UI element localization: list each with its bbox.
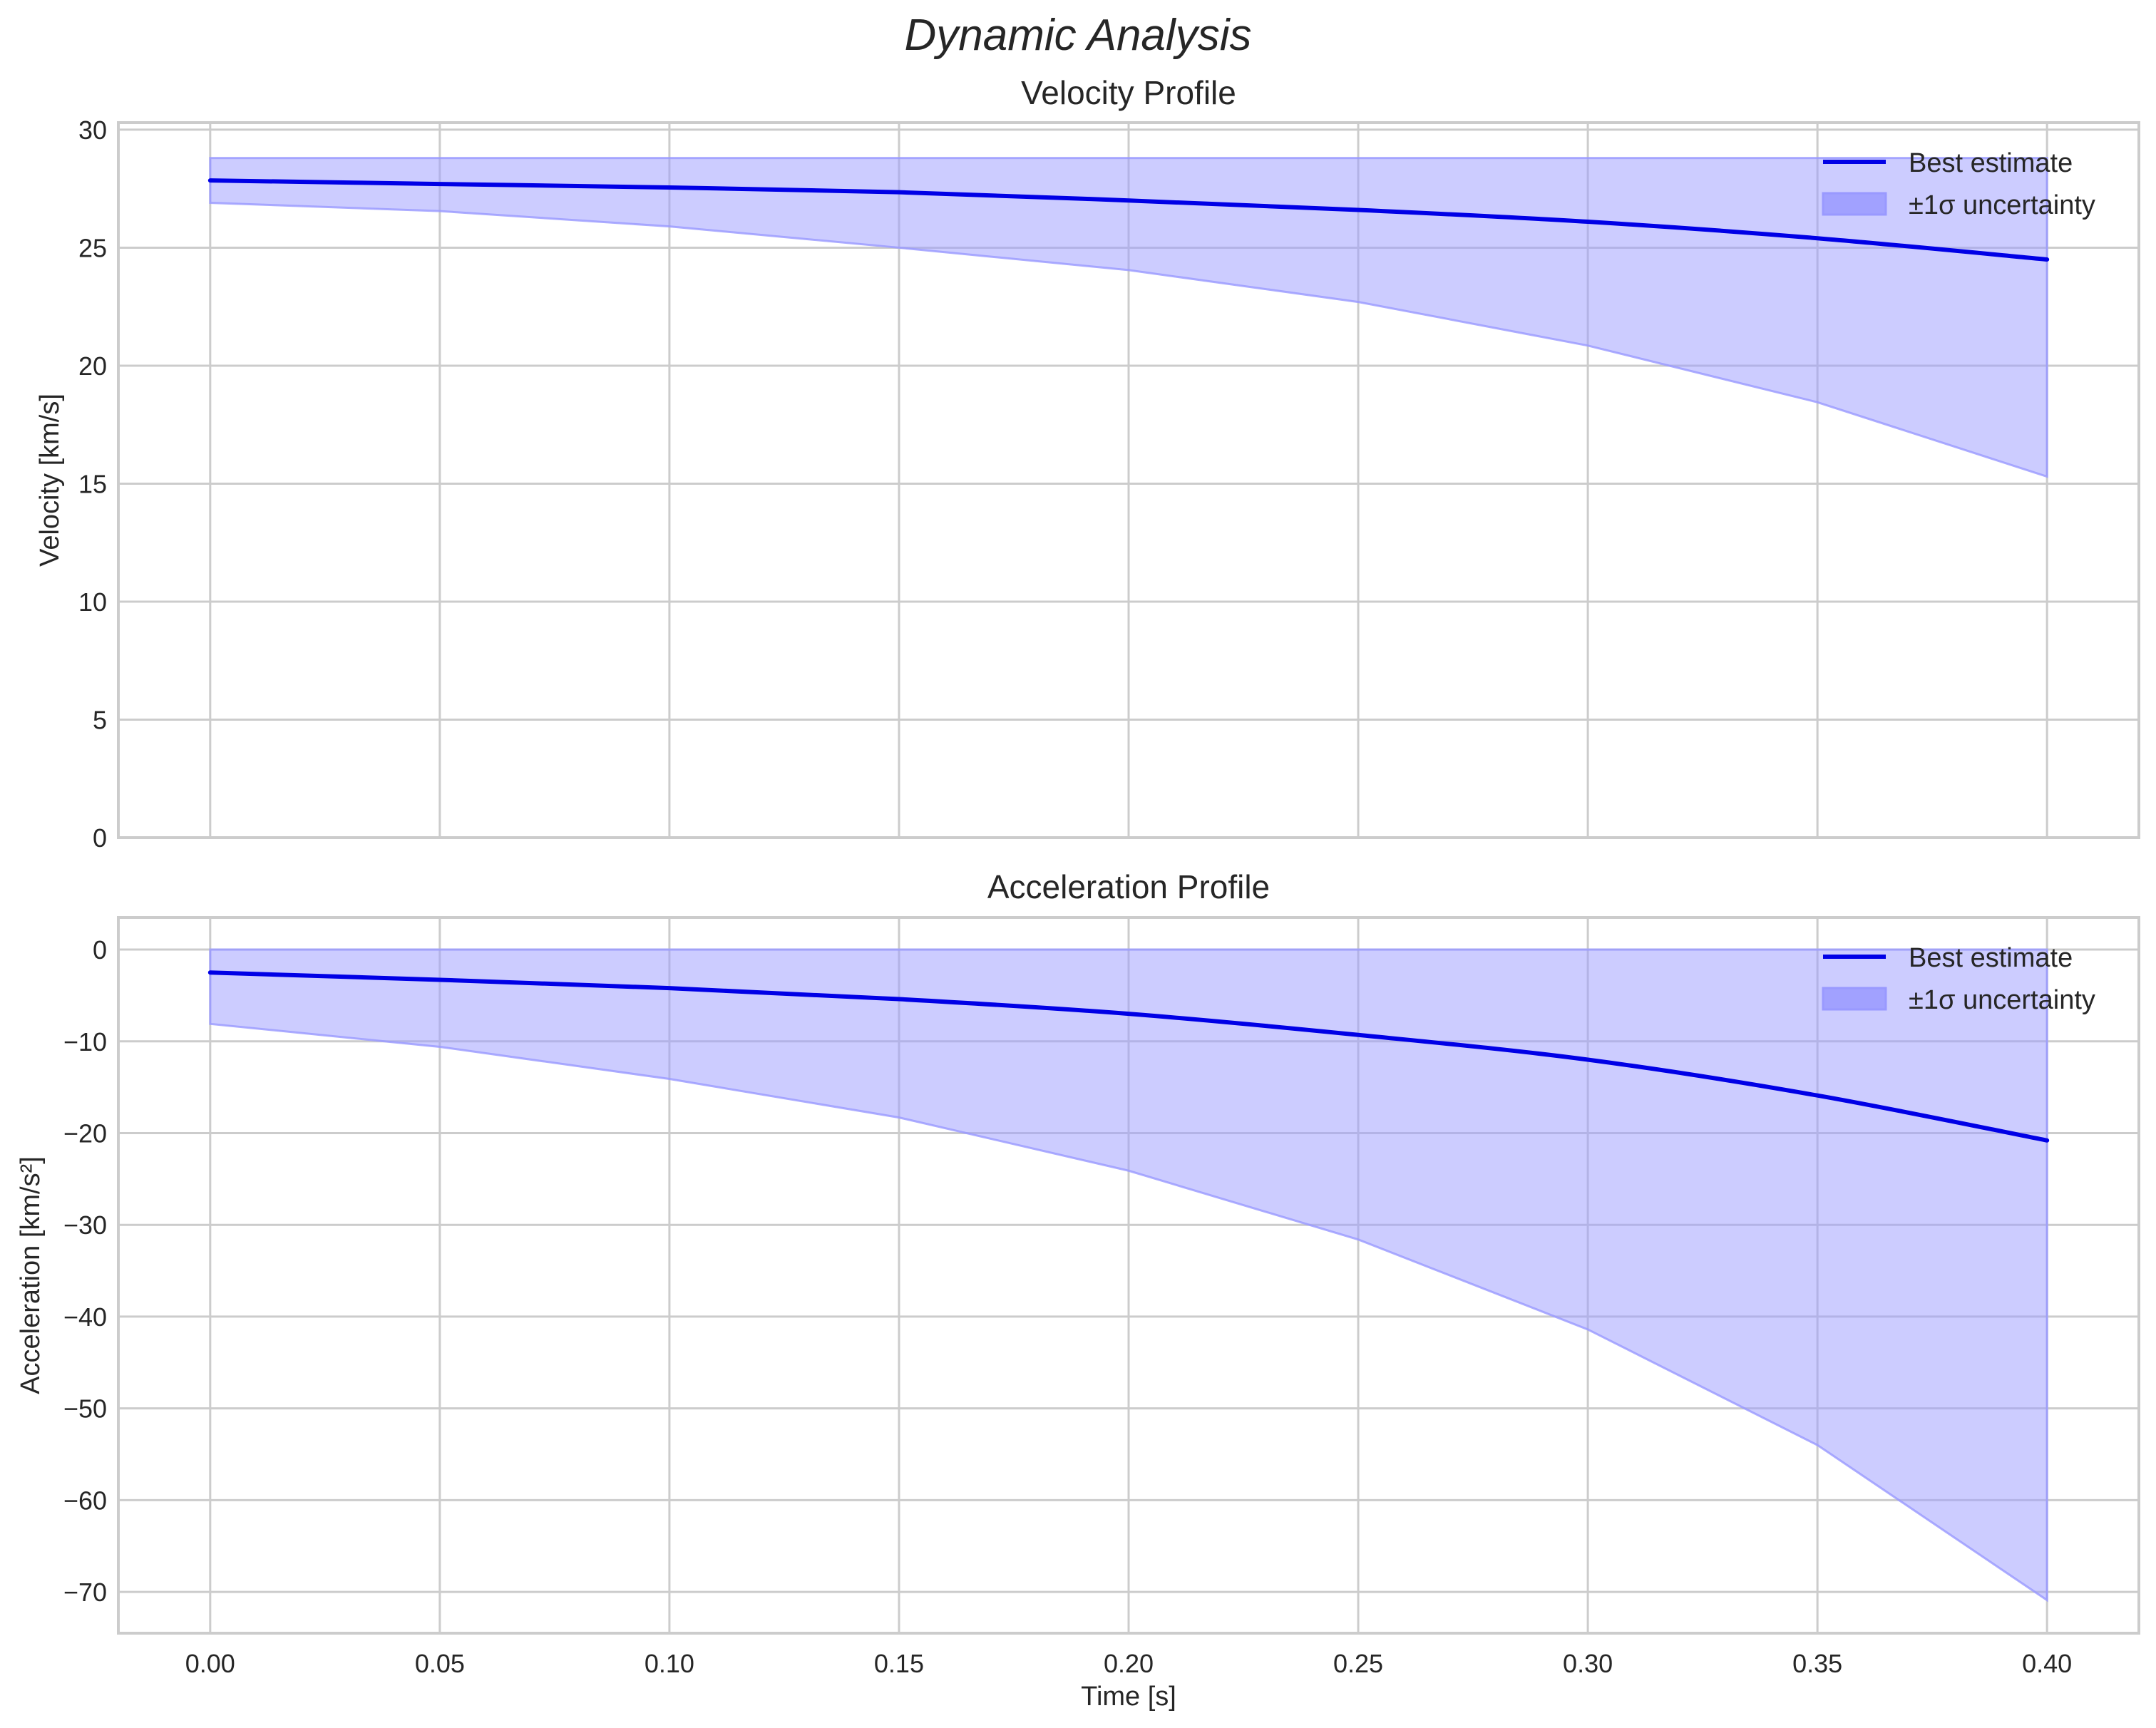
legend-band-swatch [1822,192,1887,216]
x-tick-label: 0.10 [645,1649,694,1678]
legend-label-best-estimate: Best estimate [1909,148,2073,178]
legend: Best estimate ±1σ uncertainty [1822,148,2095,220]
y-tick-label: 20 [78,351,107,381]
panel-title: Acceleration Profile [987,868,1270,905]
x-tick-label: 0.15 [874,1649,924,1678]
figure-suptitle: Dynamic Analysis [905,11,1252,60]
y-axis-label: Acceleration [km/s²] [16,1156,46,1394]
velocity-panel: Velocity Profile 0 5 10 15 20 25 30 Velocity [km… [35,74,2140,853]
x-tick-label: 0.35 [1792,1649,1842,1678]
panel-title: Velocity Profile [1021,74,1236,111]
x-tick-label: 0.05 [415,1649,465,1678]
y-tick-label: −10 [63,1027,107,1056]
y-tick-label: 25 [78,233,107,262]
x-tick-label: 0.25 [1333,1649,1383,1678]
best-estimate-line [207,178,2050,262]
y-tick-label: 0 [93,935,107,965]
legend-label-best-estimate: Best estimate [1909,943,2073,973]
best-estimate-line [207,970,2050,1143]
y-tick-label: 10 [78,587,107,617]
uncertainty-band [209,948,2048,1603]
y-tick-label: −60 [63,1486,107,1515]
y-tick-label: 30 [78,115,107,145]
y-tick-label: 0 [93,823,107,853]
acceleration-panel: Acceleration Profile 0 −10 −20 −30 −40 −50 −60 −… [16,868,2140,1678]
y-tick-label: 5 [93,705,107,734]
y-tick-label: −50 [63,1394,107,1424]
x-tick-label: 0.00 [185,1649,235,1678]
y-tick-label: −70 [63,1578,107,1607]
axes-frame [117,916,2140,1635]
legend-label-uncertainty: ±1σ uncertainty [1909,190,2095,220]
axes-frame [117,121,2140,839]
y-tick-label: −40 [63,1302,107,1332]
x-tick-label: 0.40 [2022,1649,2072,1678]
y-tick-label: 15 [78,469,107,498]
legend-label-uncertainty: ±1σ uncertainty [1909,985,2095,1015]
x-tick-label: 0.20 [1104,1649,1154,1678]
legend: Best estimate ±1σ uncertainty [1822,943,2095,1015]
y-axis-label: Velocity [km/s] [35,394,65,567]
x-tick-label: 0.30 [1563,1649,1613,1678]
uncertainty-band [209,157,2048,478]
y-tick-label: −20 [63,1118,107,1148]
legend-band-swatch [1822,987,1887,1011]
y-tick-label: −30 [63,1210,107,1240]
x-axis-label: Time [s] [1081,1682,1176,1712]
